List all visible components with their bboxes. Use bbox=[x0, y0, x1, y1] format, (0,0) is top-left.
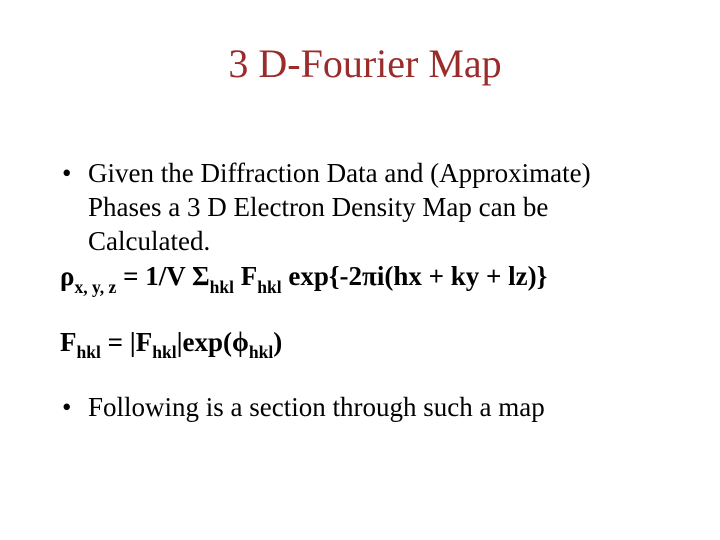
sigma-symbol: Σ bbox=[192, 261, 210, 291]
formula-density: ρx, y, z = 1/V Σhkl Fhkl exp{-2πi(hx + k… bbox=[60, 260, 670, 297]
mid-text: = |F bbox=[101, 327, 152, 357]
bullet-list-2: Following is a section through such a ma… bbox=[60, 391, 670, 425]
f2-subscript: hkl bbox=[152, 342, 176, 362]
sigma-subscript: hkl bbox=[210, 277, 234, 297]
slide-title: 3 D-Fourier Map bbox=[60, 40, 670, 87]
slide: 3 D-Fourier Map Given the Diffraction Da… bbox=[0, 0, 720, 540]
eq-text: = 1/V bbox=[116, 261, 192, 291]
close-paren: ) bbox=[273, 327, 282, 357]
rho-subscript: x, y, z bbox=[74, 277, 116, 297]
phi-subscript: hkl bbox=[249, 342, 273, 362]
f-subscript: hkl bbox=[257, 277, 281, 297]
slide-body: Given the Diffraction Data and (Approxim… bbox=[60, 157, 670, 425]
exp-text: exp{-2πi(hx + ky + lz)} bbox=[282, 261, 548, 291]
rho-symbol: ρ bbox=[60, 261, 74, 291]
f-symbol: F bbox=[234, 261, 257, 291]
formula-structure-factor: Fhkl = |Fhkl|exp(ϕhkl) bbox=[60, 326, 670, 363]
bullet-list-1: Given the Diffraction Data and (Approxim… bbox=[60, 157, 670, 258]
bullet-item-2: Following is a section through such a ma… bbox=[60, 391, 670, 425]
f1-symbol: F bbox=[60, 327, 77, 357]
bullet-item-1: Given the Diffraction Data and (Approxim… bbox=[60, 157, 670, 258]
bar-exp-text: |exp(ϕ bbox=[177, 327, 249, 357]
f1-subscript: hkl bbox=[77, 342, 101, 362]
